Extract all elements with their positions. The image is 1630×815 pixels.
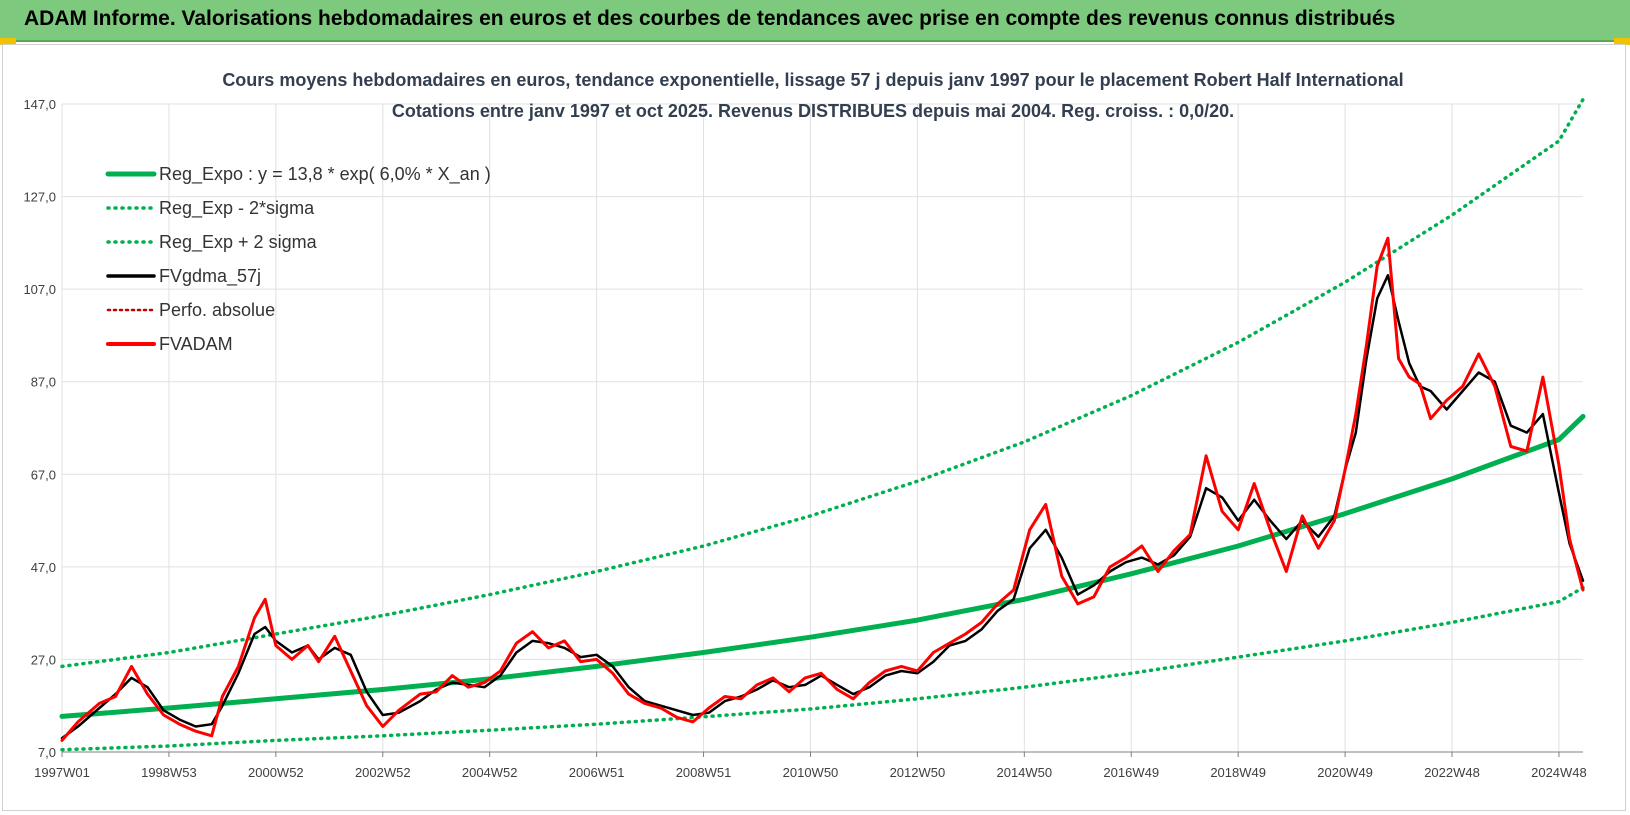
x-tick-label: 2012W50 bbox=[890, 765, 946, 780]
y-tick-label: 67,0 bbox=[31, 467, 56, 482]
reg-exp-minus-2sigma-line bbox=[60, 585, 1585, 752]
corner-marker bbox=[1614, 38, 1630, 45]
axes: 7,0 27,0 47,0 67,0 87,0 107,0 127,0 147,0 1997W0… bbox=[23, 97, 1586, 780]
legend: Reg_Expo : y = 13,8 * exp( 6,0% * X_an )… bbox=[105, 164, 491, 354]
x-tick-label: 2002W52 bbox=[355, 765, 411, 780]
x-tick-label: 2018W49 bbox=[1210, 765, 1266, 780]
reg-exp-plus-2sigma-line bbox=[60, 97, 1585, 669]
legend-label: Perfo. absolue bbox=[159, 300, 275, 320]
chart-frame bbox=[2, 44, 1626, 811]
legend-label: FVgdma_57j bbox=[159, 266, 261, 287]
report-title: ADAM Informe. Valorisations hebdomadaire… bbox=[24, 7, 1396, 30]
y-tick-label: 107,0 bbox=[23, 282, 56, 297]
y-tick-label: 147,0 bbox=[23, 97, 56, 112]
x-tick-label: 2004W52 bbox=[462, 765, 518, 780]
y-tick-label: 47,0 bbox=[31, 560, 56, 575]
x-tick-label: 2020W49 bbox=[1317, 765, 1373, 780]
x-tick-label: 1998W53 bbox=[141, 765, 197, 780]
x-tick-label: 2000W52 bbox=[248, 765, 304, 780]
y-tick-label: 87,0 bbox=[31, 375, 56, 390]
report-header: ADAM Informe. Valorisations hebdomadaire… bbox=[0, 0, 1630, 42]
x-tick-label: 2014W50 bbox=[996, 765, 1052, 780]
x-tick-label: 1997W01 bbox=[34, 765, 90, 780]
x-tick-label: 2008W51 bbox=[676, 765, 732, 780]
y-tick-label: 7,0 bbox=[38, 745, 56, 760]
chart-title: Cours moyens hebdomadaires en euros, ten… bbox=[222, 70, 1403, 90]
y-tick-label: 27,0 bbox=[31, 652, 56, 667]
fvadam-line bbox=[60, 236, 1585, 742]
legend-label: FVADAM bbox=[159, 334, 233, 354]
x-tick-label: 2022W48 bbox=[1424, 765, 1480, 780]
reg-expo-line bbox=[59, 413, 1586, 719]
legend-label: Reg_Exp - 2*sigma bbox=[159, 198, 315, 219]
legend-label: Reg_Exp + 2 sigma bbox=[159, 232, 318, 253]
fvgdma-57j-line bbox=[60, 274, 1585, 740]
y-tick-label: 127,0 bbox=[23, 190, 56, 205]
corner-marker bbox=[0, 38, 16, 45]
legend-label: Reg_Expo : y = 13,8 * exp( 6,0% * X_an ) bbox=[159, 164, 491, 185]
x-tick-label: 2024W48 bbox=[1531, 765, 1587, 780]
series-lines bbox=[59, 97, 1586, 752]
grid-lines bbox=[61, 103, 1583, 753]
x-tick-label: 2010W50 bbox=[783, 765, 839, 780]
chart-subtitle: Cotations entre janv 1997 et oct 2025. R… bbox=[392, 101, 1234, 121]
x-tick-label: 2006W51 bbox=[569, 765, 625, 780]
x-tick-label: 2016W49 bbox=[1103, 765, 1159, 780]
